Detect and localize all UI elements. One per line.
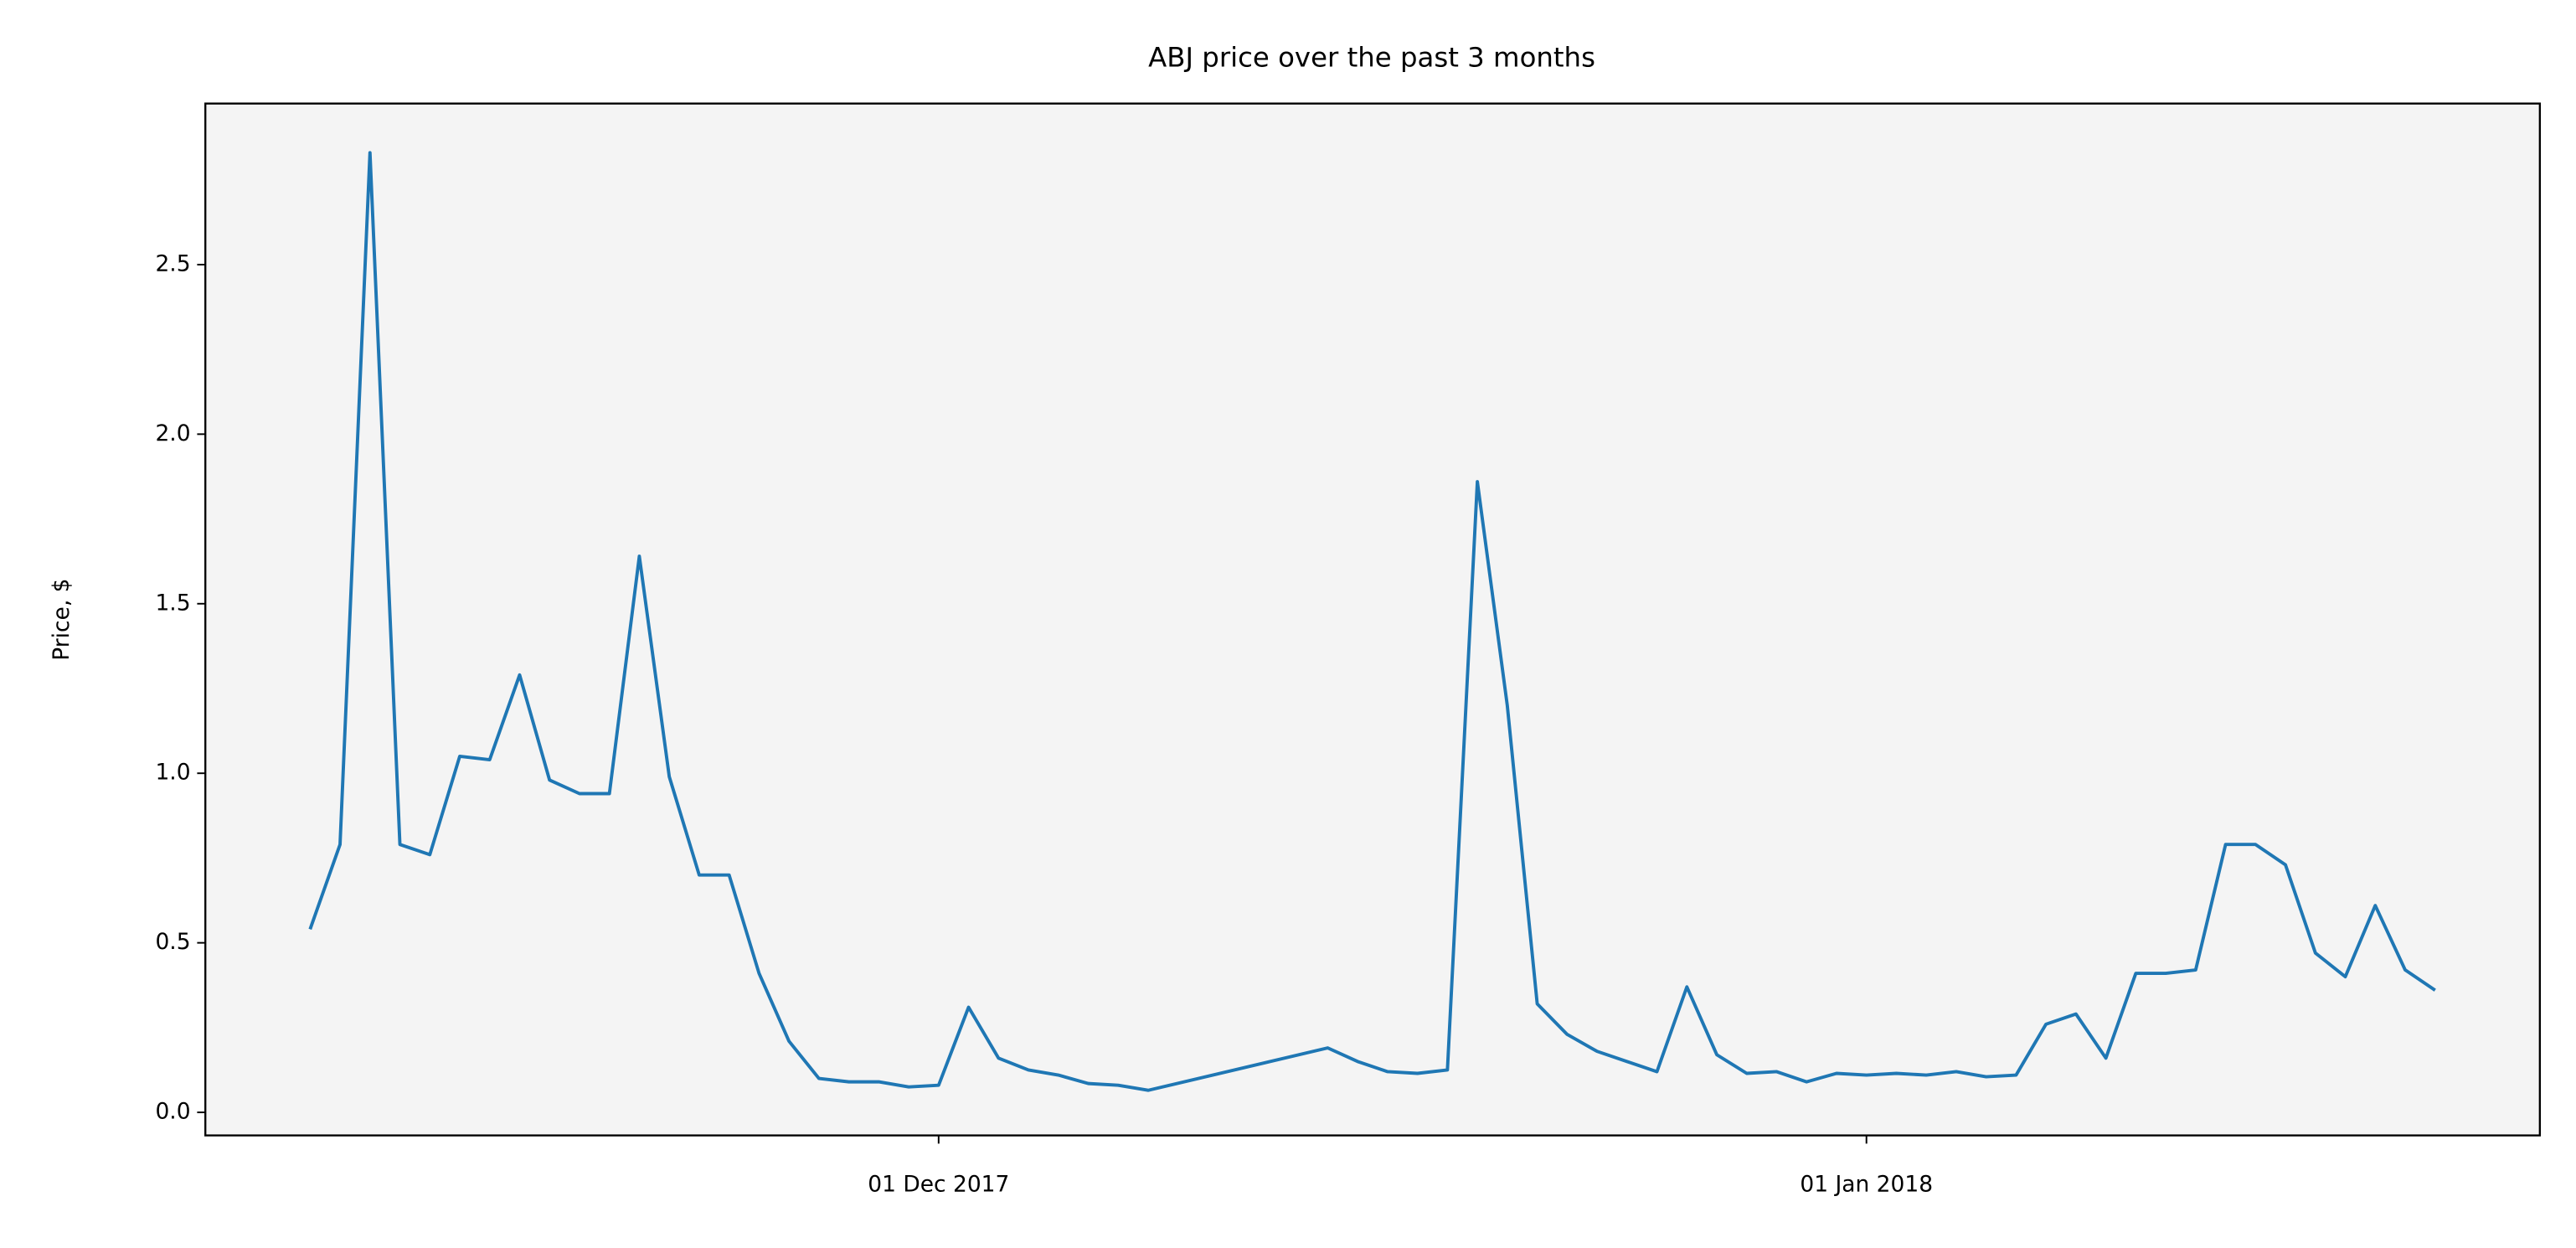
y-tick-label: 0.0 (155, 1099, 190, 1125)
chart-title: ABJ price over the past 3 months (1148, 42, 1595, 74)
x-tick-label: 01 Jan 2018 (1800, 1171, 1933, 1197)
plot-area (205, 103, 2540, 1136)
price-line (308, 151, 2436, 1092)
x-tick-label: 01 Dec 2017 (868, 1171, 1009, 1197)
y-tick-label: 1.0 (155, 760, 190, 786)
y-tick-label: 0.5 (155, 929, 190, 955)
y-tick-label: 2.5 (155, 250, 190, 276)
plot-frame (204, 102, 2542, 1137)
y-tick-label: 2.0 (155, 420, 190, 446)
y-tick-label: 1.5 (155, 590, 190, 616)
y-axis-label: Price, $ (49, 578, 75, 660)
